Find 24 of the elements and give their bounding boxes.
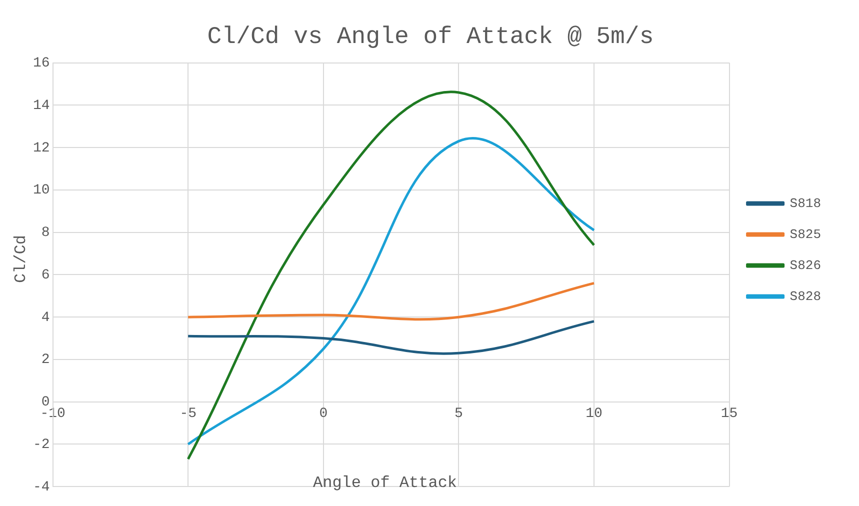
- y-tick-label: 6: [41, 267, 50, 284]
- y-tick-label: 4: [41, 310, 50, 326]
- y-tick-label: 14: [32, 98, 50, 114]
- legend-label: S826: [790, 258, 822, 273]
- y-tick-label: -4: [32, 479, 50, 496]
- legend-label: S825: [790, 226, 822, 242]
- chart-title: Cl/Cd vs Angle of Attack @ 5m/s: [207, 24, 654, 51]
- legend-label: S818: [790, 196, 822, 211]
- x-tick-label: 10: [586, 406, 602, 422]
- x-tick-label: -5: [180, 406, 197, 422]
- y-tick-label: 8: [41, 225, 50, 242]
- legend-label: S828: [790, 288, 822, 304]
- x-tick-label: 5: [454, 406, 463, 422]
- y-tick-label: 0: [41, 394, 50, 411]
- y-tick-label: 2: [41, 352, 50, 368]
- y-tick-label: 10: [32, 182, 50, 199]
- x-tick-label: 15: [720, 406, 738, 422]
- y-axis-title: Cl/Cd: [12, 234, 30, 283]
- y-tick-label: 12: [32, 140, 50, 156]
- x-tick-label: 0: [319, 406, 328, 422]
- y-tick-label: 16: [32, 56, 50, 72]
- x-axis-title: Angle of Attack: [313, 474, 458, 492]
- line-series: [186, 320, 596, 355]
- y-tick-label: -2: [32, 436, 50, 453]
